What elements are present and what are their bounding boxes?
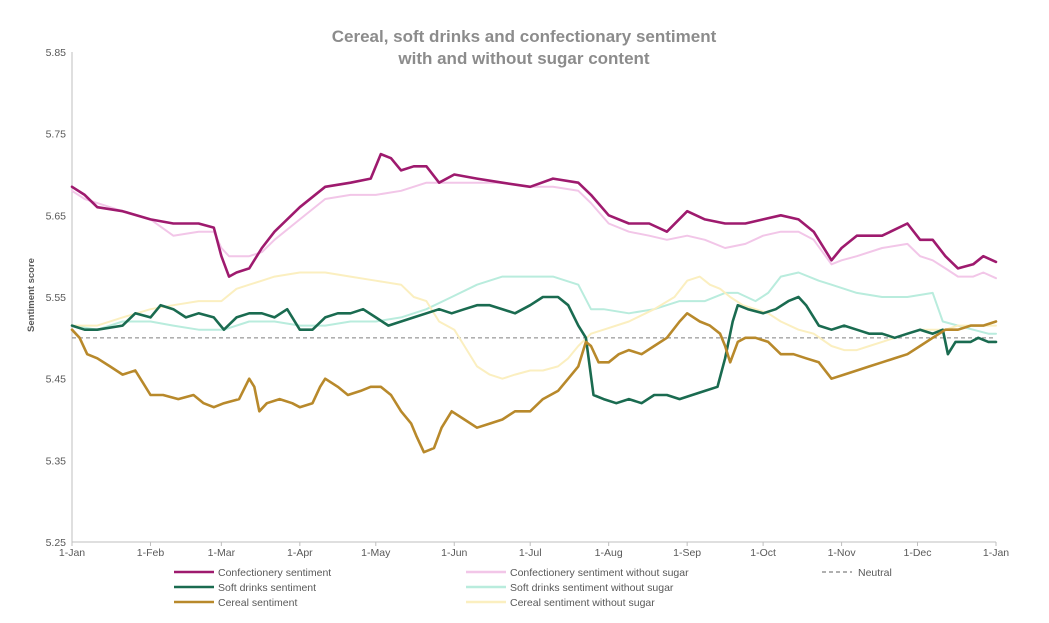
series-line-confectionery-sentiment-without-sugar	[71, 181, 997, 280]
legend-label: Neutral	[858, 567, 892, 579]
series-line-soft-drinks-sentiment	[70, 295, 998, 405]
series-line-cereal-sentiment	[70, 312, 998, 454]
x-tick-label: 1-May	[361, 547, 391, 559]
series-line-confectionery-sentiment	[70, 152, 998, 278]
y-axis-title: Sentiment score	[26, 258, 37, 332]
x-tick-label: 1-Jul	[519, 547, 542, 559]
x-tick-label: 1-Jun	[441, 547, 467, 559]
y-axis-ticks: 5.25 5.35 5.45 5.55 5.65 5.75 5.85	[46, 47, 67, 549]
x-tick-label: 1-Oct	[750, 547, 776, 559]
y-tick-label: 5.65	[46, 210, 67, 222]
y-tick-label: 5.75	[46, 129, 67, 141]
x-tick-label: 1-Nov	[828, 547, 857, 559]
legend-item-neutral: Neutral	[822, 567, 892, 579]
chart-title: Cereal, soft drinks and confectionary se…	[332, 27, 717, 68]
x-tick-label: 1-Jan	[59, 547, 85, 559]
legend-label: Confectionery sentiment without sugar	[510, 567, 689, 579]
series-lines	[70, 152, 998, 454]
x-tick-label: 1-Mar	[208, 547, 236, 559]
chart-title-line-1: Cereal, soft drinks and confectionary se…	[332, 27, 717, 46]
legend-label: Cereal sentiment	[218, 597, 297, 609]
x-axis-ticks: 1-Jan 1-Feb 1-Mar 1-Apr 1-May 1-Jun 1-Jul 1-Aug…	[59, 542, 1009, 559]
legend-item-soft-drinks-sentiment-without-sugar: Soft drinks sentiment without sugar	[466, 582, 674, 594]
legend-item-confectionery-sentiment: Confectionery sentiment	[174, 567, 331, 579]
legend-item-confectionery-sentiment-without-sugar: Confectionery sentiment without sugar	[466, 567, 689, 579]
legend-item-soft-drinks-sentiment: Soft drinks sentiment	[174, 582, 316, 594]
x-tick-label: 1-Aug	[595, 547, 623, 559]
series-line-cereal-sentiment-without-sugar	[71, 271, 997, 380]
legend-item-cereal-sentiment: Cereal sentiment	[174, 597, 297, 609]
y-tick-label: 5.85	[46, 47, 67, 59]
x-tick-label: 1-Jan	[983, 547, 1009, 559]
y-tick-label: 5.55	[46, 292, 67, 304]
y-tick-label: 5.25	[46, 537, 67, 549]
legend-item-cereal-sentiment-without-sugar: Cereal sentiment without sugar	[466, 597, 655, 609]
legend-label: Cereal sentiment without sugar	[510, 597, 655, 609]
series-line-soft-drinks-sentiment-without-sugar	[71, 271, 997, 335]
legend: Confectionery sentiment Confectionery sen…	[174, 567, 892, 609]
chart-title-line-2: with and without sugar content	[397, 49, 650, 68]
x-tick-label: 1-Feb	[137, 547, 165, 559]
x-tick-label: 1-Apr	[287, 547, 313, 559]
legend-label: Confectionery sentiment	[218, 567, 331, 579]
legend-label: Soft drinks sentiment without sugar	[510, 582, 674, 594]
y-tick-label: 5.35	[46, 455, 67, 467]
legend-label: Soft drinks sentiment	[218, 582, 316, 594]
x-tick-label: 1-Dec	[904, 547, 932, 559]
x-tick-label: 1-Sep	[673, 547, 701, 559]
y-tick-label: 5.45	[46, 374, 67, 386]
